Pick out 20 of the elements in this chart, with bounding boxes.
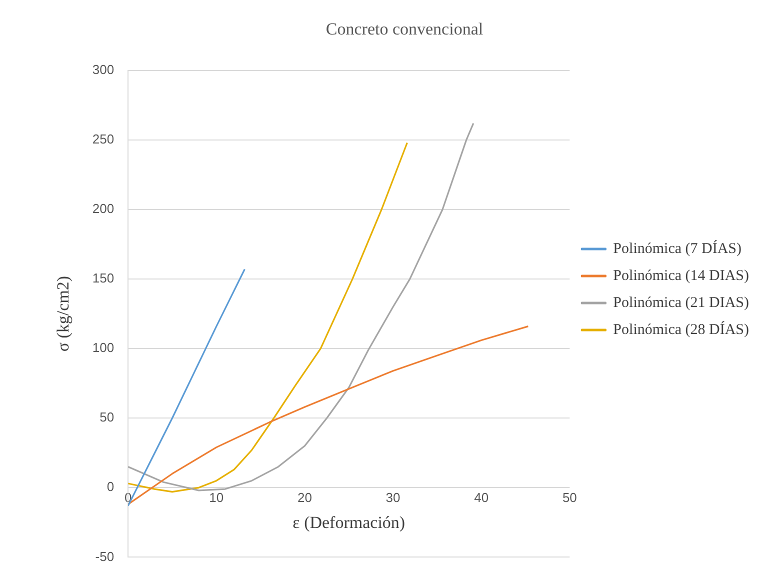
legend-label: Polinómica (14 DIAS)	[613, 268, 750, 284]
legend-label: Polinómica (7 DÍAS)	[613, 240, 742, 257]
legend-label: Polinómica (28 DÍAS)	[613, 320, 750, 338]
y-tick-label: 0	[106, 479, 114, 494]
y-tick-label: 250	[92, 132, 114, 147]
x-tick-label: 30	[386, 490, 400, 506]
chart-title: Concreto convencional	[326, 20, 484, 39]
y-tick-label: 50	[100, 410, 114, 425]
y-tick-label: 200	[92, 201, 114, 216]
x-tick-label: 50	[562, 490, 577, 506]
y-tick-label: 300	[92, 62, 114, 77]
x-tick-label: 10	[209, 490, 224, 506]
legend-label: Polinómica (21 DIAS)	[613, 294, 750, 311]
y-tick-label: -50	[95, 548, 114, 564]
y-tick-label: 100	[92, 340, 114, 356]
y-tick-label: 150	[92, 270, 114, 286]
x-tick-label: 40	[474, 490, 489, 506]
x-tick-label: 20	[297, 490, 312, 506]
y-axis-title: σ (kg/cm2)	[54, 276, 73, 352]
x-axis-title: ε (Deformación)	[292, 512, 406, 532]
